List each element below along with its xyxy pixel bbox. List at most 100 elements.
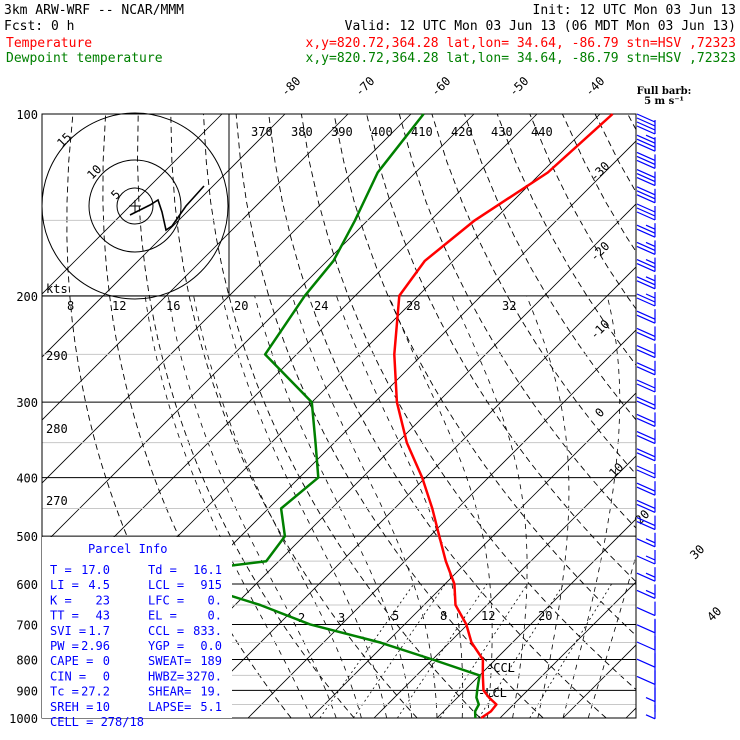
pressure-label-700: 700 <box>16 618 38 632</box>
wind-barb <box>636 395 656 410</box>
barb-legend-units: 5 m s⁻¹ <box>644 96 684 107</box>
barb-flag <box>636 228 656 238</box>
valid-time: Valid: 12 UTC Mon 03 Jun 13 (06 MDT Mon … <box>345 19 736 34</box>
barb-flag <box>636 413 656 423</box>
parcel-info-cell: SREH = <box>50 700 93 714</box>
parcel-info-cell: LFC = <box>148 593 184 607</box>
parcel-info-cell: CELL = 278/18 <box>50 715 144 729</box>
barb-flag <box>636 396 656 406</box>
barb-flag <box>636 138 656 148</box>
wind-barb <box>636 274 656 290</box>
wind-barb <box>636 567 656 582</box>
wind-barb <box>636 636 656 651</box>
wind-barb <box>636 481 656 496</box>
theta-label: 390 <box>331 125 353 139</box>
dry-adiabat <box>693 114 740 718</box>
theta-label: 380 <box>291 125 313 139</box>
wind-barbs <box>636 113 656 720</box>
barb-flag <box>636 280 656 290</box>
pressure-label-500: 500 <box>16 530 38 544</box>
dry-adiabat <box>333 114 636 637</box>
temperature-legend: Temperature <box>6 36 92 51</box>
barb-half <box>645 697 656 703</box>
barb-flag <box>636 159 656 169</box>
moist-adiabat <box>254 295 413 718</box>
dry-adiabat <box>366 114 636 583</box>
barb-flag <box>636 499 656 509</box>
wind-barb <box>636 670 656 685</box>
parcel-info-cell: 19. <box>200 685 222 699</box>
parcel-info-cell: 4.5 <box>88 578 110 592</box>
wind-barb <box>636 532 656 548</box>
parcel-info-cell: TT = <box>50 609 79 623</box>
theta-label: 370 <box>251 125 273 139</box>
parcel-info-cell: 16.1 <box>193 563 222 577</box>
theta-label: 420 <box>451 125 473 139</box>
hodo-speed-tick: 16 <box>166 299 180 313</box>
wind-barb <box>636 618 656 634</box>
mixing-ratio-label: 2 <box>298 611 305 625</box>
barb-flag <box>636 134 656 144</box>
parcel-info-cell: 23 <box>96 593 110 607</box>
barb-flag <box>636 486 656 496</box>
wind-barb <box>636 360 656 376</box>
isotherm <box>247 329 636 718</box>
dry-adiabat <box>398 114 636 529</box>
barb-flag <box>636 589 656 599</box>
barb-half <box>645 259 656 265</box>
barb-flag <box>636 314 656 324</box>
moist-adiabat <box>562 295 621 718</box>
parcel-info-cell: LAPSE= <box>148 700 191 714</box>
isotherm-label-right: 0 <box>592 405 607 420</box>
parcel-info-cell: Tc = <box>50 685 79 699</box>
forecast-hour: Fcst: 0 h <box>4 19 74 34</box>
parcel-info-cell: 27.2 <box>81 685 110 699</box>
parcel-info-cell: SHEAR= <box>148 685 191 699</box>
mixing-ratio-line <box>529 583 612 718</box>
hodo-ring-label: 15 <box>54 130 74 150</box>
barb-flag <box>636 207 656 217</box>
isotherm <box>42 114 223 295</box>
barb-flag <box>636 417 656 427</box>
hodo-speed-tick: 12 <box>112 299 126 313</box>
wind-barb <box>645 687 656 703</box>
barb-flag <box>636 517 656 527</box>
barb-flag <box>636 538 656 548</box>
mixing-ratio-label: 8 <box>440 609 447 623</box>
dry-adiabat <box>726 114 740 718</box>
isotherm <box>499 581 636 718</box>
parcel-info-cell: 43 <box>96 609 110 623</box>
barb-flag <box>636 142 656 152</box>
barb-flag <box>636 169 656 179</box>
barb-flag <box>636 521 656 531</box>
parcel-info-cell: HWBZ= <box>148 669 184 683</box>
theta-label: 430 <box>491 125 513 139</box>
parcel-info-title: Parcel Info <box>88 542 167 556</box>
isotherm <box>436 518 636 718</box>
parcel-info-cell: LCL = <box>148 578 184 592</box>
dry-adiabat <box>660 114 740 718</box>
ccl-marker: -CCL <box>486 661 515 675</box>
hodo-speed-tick: 8 <box>67 299 74 313</box>
barb-flag <box>636 383 656 393</box>
wind-barb <box>636 257 656 273</box>
parcel-info-cell: 833. <box>193 624 222 638</box>
barb-half <box>645 714 656 720</box>
barb-half <box>645 224 656 230</box>
barb-flag <box>636 555 656 565</box>
theta-label-left: 290 <box>46 349 68 363</box>
hodo-ring-15 <box>41 112 229 300</box>
hodograph-trace <box>129 185 205 232</box>
isotherm <box>42 114 286 358</box>
barb-flag <box>636 400 656 410</box>
isotherm-label-top: -60 <box>428 74 453 99</box>
barb-flag <box>636 448 656 458</box>
moist-adiabat <box>388 295 493 718</box>
parcel-info-cell: 0.0 <box>200 639 222 653</box>
wind-barb <box>636 203 656 221</box>
barb-half <box>645 293 656 299</box>
pressure-label-400: 400 <box>16 472 38 486</box>
hodo-ring-label: 10 <box>84 162 104 182</box>
moist-adiabat <box>144 295 312 718</box>
